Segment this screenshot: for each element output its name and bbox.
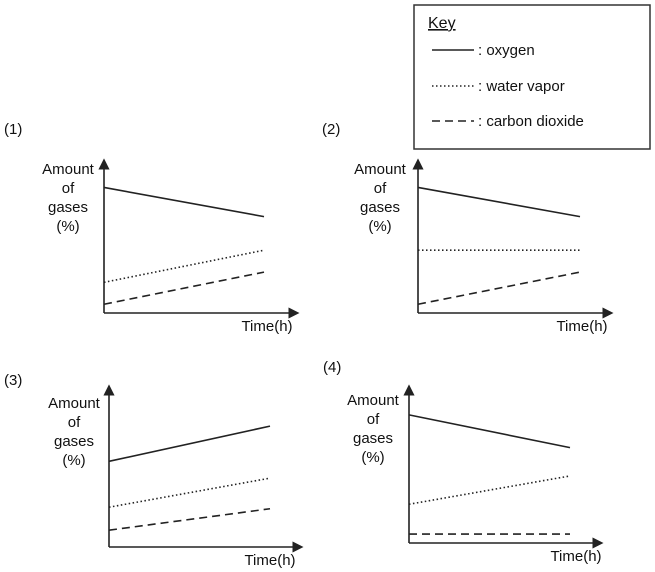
panel-2-series-oxygen xyxy=(417,186,581,218)
panel-4-ylabel-line-1: Amount xyxy=(347,392,400,409)
key-label-water-vapor: : water vapor xyxy=(478,78,565,95)
key-label-oxygen: : oxygen xyxy=(478,42,535,59)
panel-2-series-carbon-dioxide xyxy=(417,271,581,306)
panel-1-ylabel-line-2: of xyxy=(62,180,75,197)
panel-4-series-water-vapor xyxy=(408,475,571,506)
panel-3-xlabel: Time(h) xyxy=(244,552,295,569)
panel-2: (2) Amount of gases (%) Time(h) xyxy=(322,121,614,335)
panel-1-ylabel-line-4: (%) xyxy=(56,218,79,235)
panel-4-ylabel-line-2: of xyxy=(367,411,380,428)
panel-1-series-carbon-dioxide xyxy=(103,271,265,306)
panel-2-ylabel-line-4: (%) xyxy=(368,218,391,235)
panel-1-series-oxygen xyxy=(103,186,265,218)
panel-2-ylabel-line-1: Amount xyxy=(354,161,407,178)
panel-1-ylabel-line-1: Amount xyxy=(42,161,95,178)
panel-2-option-label: (2) xyxy=(322,121,340,138)
key-title: Key xyxy=(428,15,456,32)
panel-3-ylabel-line-4: (%) xyxy=(62,452,85,469)
key-box: Key : oxygen : water vapor : carbon diox… xyxy=(413,4,651,150)
panel-1: (1) Amount of gases (%) Time(h) xyxy=(4,121,300,335)
panel-1-option-label: (1) xyxy=(4,121,22,138)
panel-3-series-oxygen xyxy=(108,425,271,463)
panel-2-ylabel-line-2: of xyxy=(374,180,387,197)
panel-3-series-water-vapor xyxy=(108,477,271,509)
panel-4-ylabel-line-4: (%) xyxy=(361,449,384,466)
panel-3: (3) Amount of gases (%) Time(h) xyxy=(4,372,304,569)
panel-3-ylabel-line-1: Amount xyxy=(48,395,101,412)
panel-2-xlabel: Time(h) xyxy=(556,318,607,335)
panel-4-xlabel: Time(h) xyxy=(550,548,601,565)
panel-3-option-label: (3) xyxy=(4,372,22,389)
panel-4: (4) Amount of gases (%) Time(h) xyxy=(323,359,604,565)
panel-3-ylabel-line-2: of xyxy=(68,414,81,431)
key-label-carbon-dioxide: : carbon dioxide xyxy=(478,113,584,130)
panel-2-ylabel-line-3: gases xyxy=(360,199,400,216)
panel-1-xlabel: Time(h) xyxy=(241,318,292,335)
panel-3-series-carbon-dioxide xyxy=(108,507,271,531)
key-border xyxy=(413,4,651,150)
panel-1-ylabel-line-3: gases xyxy=(48,199,88,216)
panel-4-option-label: (4) xyxy=(323,359,341,376)
panel-1-series-water-vapor xyxy=(103,249,265,284)
panel-3-ylabel-line-3: gases xyxy=(54,433,94,450)
panel-4-series-oxygen xyxy=(408,414,571,449)
panel-4-ylabel-line-3: gases xyxy=(353,430,393,447)
